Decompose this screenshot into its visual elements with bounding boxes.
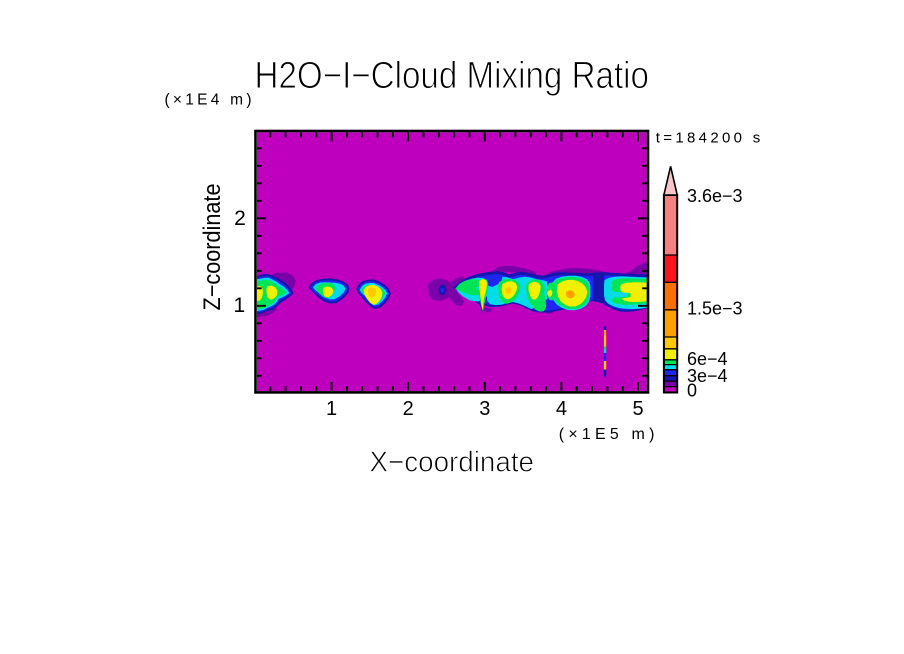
svg-text:4: 4 (556, 398, 567, 420)
svg-text:3e−4: 3e−4 (687, 366, 728, 386)
svg-text:Z−coordinate: Z−coordinate (199, 184, 226, 311)
svg-text:1: 1 (233, 294, 245, 317)
svg-text:6e−4: 6e−4 (687, 349, 728, 369)
svg-text:3: 3 (479, 398, 490, 420)
svg-text:0: 0 (687, 381, 697, 401)
svg-text:1.5e−3: 1.5e−3 (687, 299, 743, 319)
svg-text:2: 2 (234, 207, 246, 230)
svg-text:X−coordinate: X−coordinate (370, 447, 535, 479)
svg-text:H2O−I−Cloud Mixing Ratio: H2O−I−Cloud Mixing Ratio (255, 55, 650, 97)
svg-text:2: 2 (403, 398, 414, 420)
svg-text:3.6e−3: 3.6e−3 (687, 186, 743, 206)
svg-text:5: 5 (632, 398, 643, 420)
svg-text:1: 1 (326, 398, 337, 420)
